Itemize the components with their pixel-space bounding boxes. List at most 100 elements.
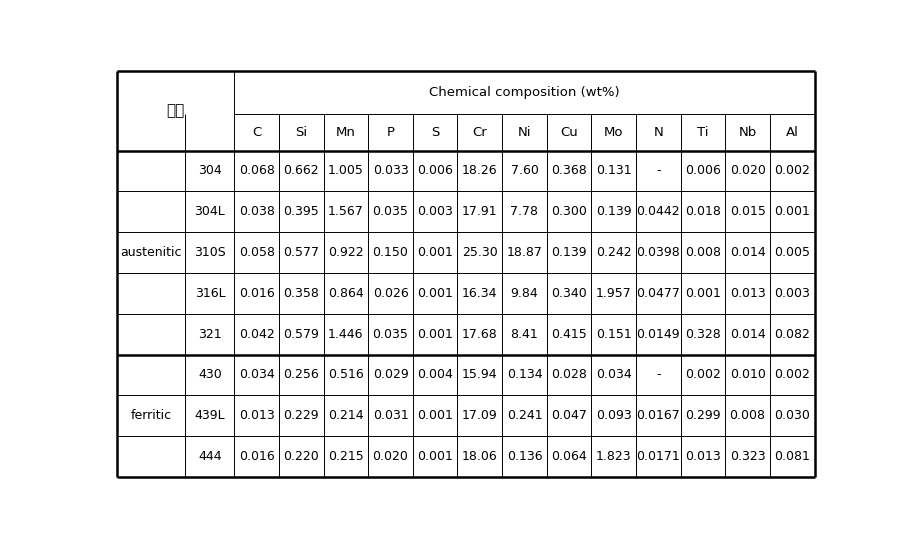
Text: 강종: 강종 [166,104,185,118]
Text: 1.446: 1.446 [328,327,364,340]
Text: S: S [431,126,439,139]
Text: 0.026: 0.026 [373,287,408,300]
Text: 0.579: 0.579 [284,327,319,340]
Text: 0.008: 0.008 [730,409,765,422]
Text: 15.94: 15.94 [462,369,497,382]
Text: 0.016: 0.016 [239,450,275,463]
Text: 0.093: 0.093 [595,409,632,422]
Text: Nb: Nb [738,126,757,139]
Text: 0.516: 0.516 [328,369,364,382]
Text: Si: Si [295,126,307,139]
Text: 0.003: 0.003 [774,287,810,300]
Text: 0.034: 0.034 [239,369,275,382]
Text: 0.038: 0.038 [239,205,275,218]
Text: P: P [386,126,395,139]
Text: -: - [656,369,661,382]
Text: 0.042: 0.042 [239,327,275,340]
Text: 18.26: 18.26 [462,165,497,178]
Text: 0.029: 0.029 [373,369,408,382]
Text: 0.256: 0.256 [284,369,319,382]
Text: 0.136: 0.136 [506,450,543,463]
Text: 0.001: 0.001 [417,450,453,463]
Text: 0.008: 0.008 [685,246,721,259]
Text: 304: 304 [198,165,222,178]
Text: 0.033: 0.033 [373,165,408,178]
Text: 1.005: 1.005 [328,165,364,178]
Text: Mn: Mn [336,126,355,139]
Text: 0.001: 0.001 [685,287,721,300]
Text: 0.020: 0.020 [730,165,765,178]
Text: 1.957: 1.957 [595,287,632,300]
Text: 0.131: 0.131 [596,165,632,178]
Text: 0.014: 0.014 [730,327,765,340]
Text: 0.001: 0.001 [774,205,810,218]
Text: 0.368: 0.368 [551,165,587,178]
Text: austenitic: austenitic [121,246,182,259]
Text: 0.018: 0.018 [685,205,721,218]
Text: Ni: Ni [518,126,531,139]
Text: 7.60: 7.60 [511,165,538,178]
Text: 0.0167: 0.0167 [636,409,680,422]
Text: 0.010: 0.010 [730,369,765,382]
Text: 316L: 316L [195,287,225,300]
Text: 16.34: 16.34 [462,287,497,300]
Text: 0.922: 0.922 [328,246,364,259]
Text: Chemical composition (wt%): Chemical composition (wt%) [429,86,620,99]
Text: 0.229: 0.229 [284,409,319,422]
Text: 0.030: 0.030 [774,409,810,422]
Text: 0.328: 0.328 [685,327,721,340]
Text: 0.134: 0.134 [506,369,543,382]
Text: 0.242: 0.242 [596,246,632,259]
Text: 0.035: 0.035 [373,327,408,340]
Text: 0.013: 0.013 [239,409,275,422]
Text: 25.30: 25.30 [462,246,498,259]
Text: 0.068: 0.068 [239,165,275,178]
Text: 0.001: 0.001 [417,409,453,422]
Text: 0.006: 0.006 [417,165,453,178]
Text: 7.78: 7.78 [511,205,538,218]
Text: 8.41: 8.41 [511,327,538,340]
Text: Al: Al [785,126,799,139]
Text: 18.06: 18.06 [462,450,498,463]
Text: 0.002: 0.002 [774,369,810,382]
Text: 0.150: 0.150 [373,246,408,259]
Text: 310S: 310S [194,246,225,259]
Text: N: N [654,126,664,139]
Text: 0.031: 0.031 [373,409,408,422]
Text: 444: 444 [198,450,222,463]
Text: 17.09: 17.09 [462,409,498,422]
Text: 0.299: 0.299 [685,409,721,422]
Text: 0.662: 0.662 [284,165,319,178]
Text: 321: 321 [198,327,222,340]
Text: 0.014: 0.014 [730,246,765,259]
Text: 0.082: 0.082 [774,327,810,340]
Text: 0.006: 0.006 [685,165,721,178]
Text: 0.004: 0.004 [417,369,453,382]
Text: 0.139: 0.139 [596,205,632,218]
Text: 0.241: 0.241 [506,409,543,422]
Text: 0.577: 0.577 [284,246,319,259]
Text: 439L: 439L [195,409,225,422]
Text: 0.064: 0.064 [551,450,587,463]
Text: 0.047: 0.047 [551,409,587,422]
Text: ferritic: ferritic [131,409,172,422]
Text: 0.0171: 0.0171 [636,450,680,463]
Text: 18.87: 18.87 [506,246,543,259]
Text: Ti: Ti [697,126,709,139]
Text: 0.864: 0.864 [328,287,364,300]
Text: 0.323: 0.323 [730,450,765,463]
Text: 0.340: 0.340 [551,287,587,300]
Text: 0.035: 0.035 [373,205,408,218]
Text: 0.016: 0.016 [239,287,275,300]
Text: 0.020: 0.020 [373,450,408,463]
Text: -: - [656,165,661,178]
Text: C: C [252,126,261,139]
Text: 0.0149: 0.0149 [636,327,680,340]
Text: 1.567: 1.567 [328,205,364,218]
Text: Mo: Mo [604,126,624,139]
Text: 0.215: 0.215 [328,450,364,463]
Text: 0.220: 0.220 [284,450,319,463]
Text: Cr: Cr [473,126,487,139]
Text: 0.0398: 0.0398 [636,246,680,259]
Text: 0.0442: 0.0442 [636,205,680,218]
